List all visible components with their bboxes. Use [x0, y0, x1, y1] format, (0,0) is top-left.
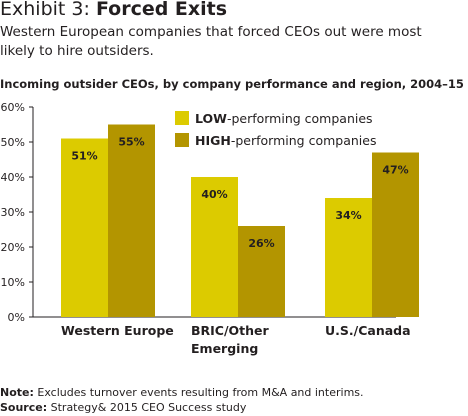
note-label: Note: — [0, 386, 34, 399]
source-label: Source: — [0, 401, 48, 414]
legend-swatch — [175, 133, 189, 147]
exhibit-title: Exhibit 3: Forced Exits — [0, 0, 227, 21]
bar — [372, 152, 419, 317]
bar-value-label: 26% — [248, 237, 274, 250]
y-tick-label: 20% — [1, 241, 25, 254]
exhibit-title-text: Forced Exits — [95, 0, 228, 20]
category-label: Western Europe — [61, 323, 174, 338]
bar — [325, 198, 372, 317]
bar — [191, 177, 238, 317]
exhibit-prefix: Exhibit 3: — [0, 0, 96, 20]
note-text: Excludes turnover events resulting from … — [33, 386, 364, 399]
legend-label-rest: -performing companies — [227, 111, 373, 126]
y-tick-label: 30% — [1, 206, 25, 219]
bar — [61, 138, 108, 317]
bar — [238, 226, 285, 317]
category-label: U.S./Canada — [325, 323, 411, 338]
y-tick-label: 0% — [8, 311, 25, 324]
footnote: Note: Excludes turnover events resulting… — [0, 386, 364, 400]
legend-label: LOW-performing companies — [195, 111, 373, 126]
source-line: Source: Strategy& 2015 CEO Success study — [0, 401, 246, 415]
category-label: BRIC/Other — [191, 323, 270, 338]
bar-value-label: 51% — [71, 150, 97, 163]
legend-label: HIGH-performing companies — [195, 133, 376, 148]
chart-title: Incoming outsider CEOs, by company perfo… — [0, 77, 464, 91]
source-text: Strategy& 2015 CEO Success study — [47, 401, 247, 414]
bar-value-label: 55% — [118, 136, 144, 149]
legend-label-bold: LOW — [195, 111, 227, 126]
bar — [108, 124, 155, 317]
bar-value-label: 40% — [201, 188, 227, 201]
y-tick-label: 60% — [1, 101, 25, 114]
subtitle: Western European companies that forced C… — [0, 24, 422, 59]
category-label: Emerging — [191, 341, 258, 356]
y-tick-label: 50% — [1, 136, 25, 149]
y-tick-label: 10% — [1, 276, 25, 289]
legend-label-bold: HIGH — [195, 133, 231, 148]
bar-value-label: 47% — [382, 164, 408, 177]
legend-label-rest: -performing companies — [231, 133, 377, 148]
bar-value-label: 34% — [335, 209, 361, 222]
y-tick-label: 40% — [1, 171, 25, 184]
legend-swatch — [175, 111, 189, 125]
